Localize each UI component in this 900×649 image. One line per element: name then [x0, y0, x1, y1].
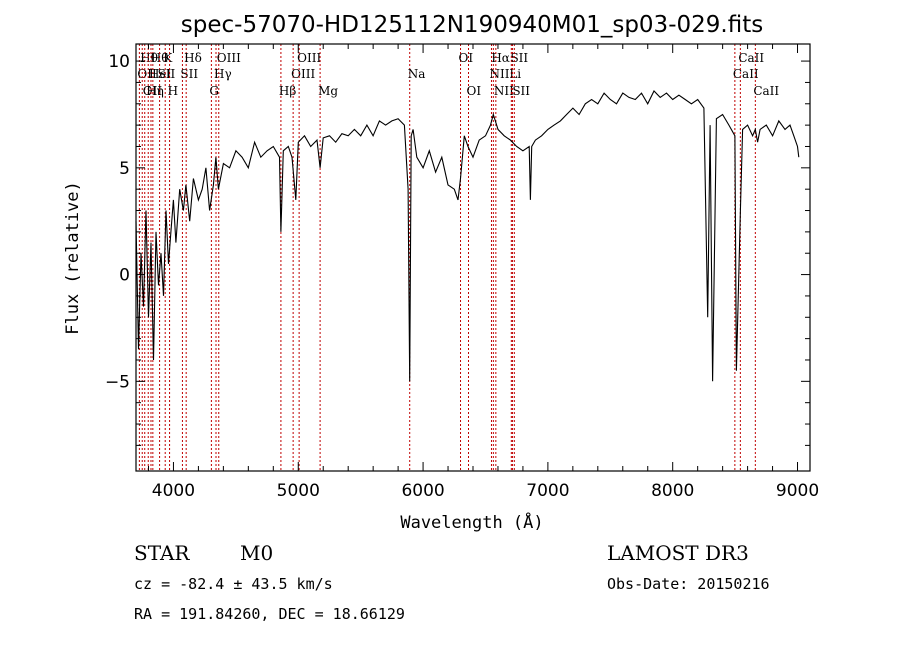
line-label-9: SII: [180, 67, 198, 81]
object-class: STAR: [134, 541, 190, 565]
y-tick-label-10: 10: [108, 52, 130, 72]
line-label-13: OIII: [217, 51, 241, 65]
line-label-2: OII: [143, 84, 163, 98]
line-label-18: Na: [408, 67, 426, 81]
line-label-26: SII: [512, 84, 530, 98]
line-label-6: SII: [158, 67, 176, 81]
line-label-29: CaII: [753, 84, 779, 98]
line-label-4: HeI: [149, 67, 172, 81]
y-tick-label--5: −5: [105, 372, 130, 392]
line-label-27: CaII: [733, 67, 759, 81]
obs-date: Obs-Date: 20150216: [607, 575, 770, 593]
line-label-15: OIII: [291, 67, 315, 81]
line-label-17: Mg: [318, 84, 338, 98]
line-label-28: CaII: [738, 51, 764, 65]
line-label-3: Hη: [146, 84, 164, 98]
chart-title: spec-57070-HD125112N190940M01_sp03-029.f…: [181, 12, 763, 38]
x-tick-label-9000: 9000: [776, 481, 819, 501]
line-label-12: Hγ: [214, 67, 232, 81]
line-label-14: Hβ: [279, 84, 296, 98]
line-label-19: OI: [459, 51, 474, 65]
x-tick-label-5000: 5000: [277, 481, 320, 501]
redshift-cz: cz = -82.4 ± 43.5 km/s: [134, 575, 333, 593]
y-tick-label-5: 5: [119, 159, 130, 179]
object-subclass: M0: [240, 541, 273, 565]
line-label-23: NII: [494, 84, 514, 98]
line-label-8: H: [168, 84, 178, 98]
y-axis-label: Flux (relative): [63, 181, 83, 335]
spectrum-series: [135, 90, 800, 382]
y-axis-ticks: −5 0 5 10: [105, 52, 810, 446]
line-label-7: K: [163, 51, 173, 65]
x-tick-label-7000: 7000: [526, 481, 569, 501]
line-label-24: Li: [509, 67, 521, 81]
line-label-25: SII: [510, 51, 528, 65]
line-label-20: OI: [467, 84, 482, 98]
x-axis-label: Wavelength (Å): [400, 511, 543, 533]
line-label-16: OIII: [297, 51, 321, 65]
x-tick-label-6000: 6000: [401, 481, 444, 501]
x-tick-label-4000: 4000: [152, 481, 195, 501]
line-label-22: Hα: [491, 51, 510, 65]
survey-name: LAMOST DR3: [607, 541, 749, 565]
x-axis-ticks: 4000 5000 6000 7000 8000 9000: [147, 44, 819, 501]
emission-line-markers: OIIHθOIIHηHeIHθSIIKHSIIHδGHγOIIIHβOIIIOI…: [137, 44, 779, 471]
line-label-21: NII: [489, 67, 509, 81]
spectrum-line: [135, 90, 800, 382]
x-tick-label-8000: 8000: [651, 481, 694, 501]
line-label-11: G: [209, 84, 219, 98]
y-tick-label-0: 0: [119, 266, 130, 286]
line-label-10: Hδ: [184, 51, 202, 65]
ra-dec: RA = 191.84260, DEC = 18.66129: [134, 605, 405, 623]
